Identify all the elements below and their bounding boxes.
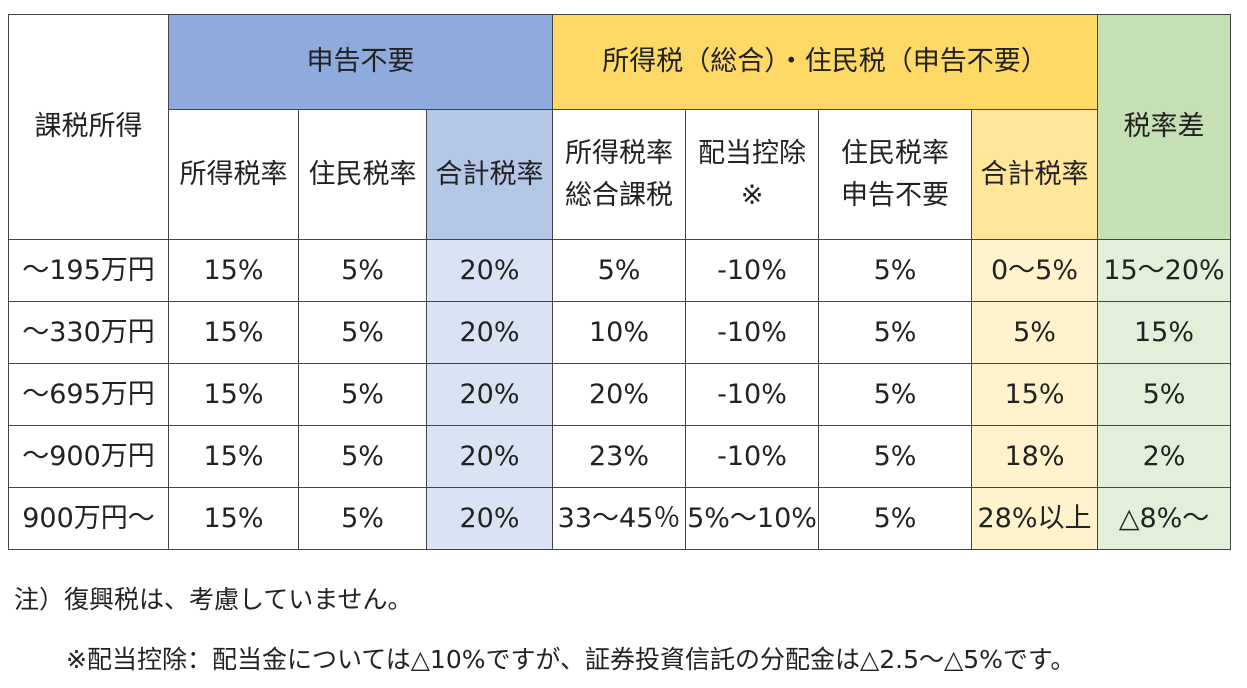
cell-c-total: 15% [971,363,1099,426]
cell-c-dividend-deduction: -10% [685,425,820,488]
table-row: ～695万円 15% 5% 20% 20% -10% 5% 15% 5% [8,363,1232,426]
cell-nf-income-tax: 15% [168,239,299,302]
cell-c-income-tax: 5% [552,239,687,302]
header-c-dividend-deduction: 配当控除 ※ [685,109,820,240]
header-c-income-tax-rate-line2: 総合課税 [565,179,674,211]
header-c-income-tax-rate-line1: 所得税率 [565,137,674,169]
header-nf-resident-tax-rate: 住民税率 [298,109,427,240]
cell-c-dividend-deduction: -10% [685,363,820,426]
cell-c-resident-tax: 5% [818,363,973,426]
cell-c-resident-tax: 5% [818,301,973,364]
header-taxable-income: 課税所得 [8,14,169,240]
cell-nf-income-tax: 15% [168,363,299,426]
table-row: ～900万円 15% 5% 20% 23% -10% 5% 18% 2% [8,425,1232,488]
cell-rate-difference: 15～20% [1097,239,1232,302]
cell-nf-total: 20% [425,301,554,364]
header-c-income-tax-rate: 所得税率 総合課税 [552,109,687,240]
cell-income-bracket: ～330万円 [8,301,169,364]
cell-c-total: 28%以上 [971,487,1099,550]
cell-c-total: 18% [971,425,1099,488]
header-c-dividend-deduction-line1: 配当控除 [698,137,807,169]
header-nf-income-tax-rate: 所得税率 [168,109,299,240]
cell-rate-difference: △8%～ [1097,487,1232,550]
cell-nf-resident-tax: 5% [298,363,427,426]
header-group-no-filing: 申告不要 [167,14,554,110]
header-nf-total-rate: 合計税率 [425,109,554,240]
cell-nf-total: 20% [425,239,554,302]
cell-nf-income-tax: 15% [168,425,299,488]
cell-income-bracket: ～195万円 [8,239,169,302]
cell-c-income-tax: 10% [552,301,687,364]
header-c-dividend-deduction-line2: ※ [740,179,764,211]
table-row: ～330万円 15% 5% 20% 10% -10% 5% 5% 15% [8,301,1232,364]
cell-c-dividend-deduction: 5%～10% [685,487,820,550]
cell-c-income-tax: 20% [552,363,687,426]
cell-nf-total: 20% [425,363,554,426]
tax-rate-comparison-table: 課税所得 申告不要 所得税（総合）・住民税（申告不要） 税率差 所得税率 住民税… [8,14,1232,550]
cell-nf-resident-tax: 5% [298,487,427,550]
cell-income-bracket: 900万円～ [8,487,169,550]
cell-c-resident-tax: 5% [818,487,973,550]
cell-c-income-tax: 23% [552,425,687,488]
cell-nf-resident-tax: 5% [298,239,427,302]
cell-nf-resident-tax: 5% [298,425,427,488]
cell-c-resident-tax: 5% [818,425,973,488]
cell-nf-total: 20% [425,425,554,488]
header-c-resident-tax-rate-line2: 申告不要 [841,179,950,211]
cell-c-total: 0～5% [971,239,1099,302]
cell-rate-difference: 2% [1097,425,1232,488]
cell-nf-income-tax: 15% [168,301,299,364]
cell-c-total: 5% [971,301,1099,364]
cell-nf-income-tax: 15% [168,487,299,550]
table-row: ～195万円 15% 5% 20% 5% -10% 5% 0～5% 15～20% [8,239,1232,302]
cell-c-resident-tax: 5% [818,239,973,302]
cell-c-dividend-deduction: -10% [685,301,820,364]
header-c-resident-tax-rate-line1: 住民税率 [841,137,950,169]
cell-income-bracket: ～695万円 [8,363,169,426]
note-reconstruction-tax: 注）復興税は、考慮していません。 [14,585,413,614]
header-c-total-rate: 合計税率 [971,109,1099,240]
cell-rate-difference: 5% [1097,363,1232,426]
cell-c-dividend-deduction: -10% [685,239,820,302]
table-row: 900万円～ 15% 5% 20% 33～45％ 5%～10% 5% 28%以上… [8,487,1232,550]
cell-nf-total: 20% [425,487,554,550]
header-rate-difference: 税率差 [1097,14,1232,240]
cell-c-income-tax: 33～45％ [552,487,687,550]
cell-nf-resident-tax: 5% [298,301,427,364]
cell-income-bracket: ～900万円 [8,425,169,488]
note-dividend-deduction: ※配当控除：配当金については△10%ですが、証券投資信託の分配金は△2.5～△5… [66,645,1076,674]
header-c-resident-tax-rate: 住民税率 申告不要 [818,109,973,240]
cell-rate-difference: 15% [1097,301,1232,364]
header-group-comprehensive: 所得税（総合）・住民税（申告不要） [552,14,1099,110]
